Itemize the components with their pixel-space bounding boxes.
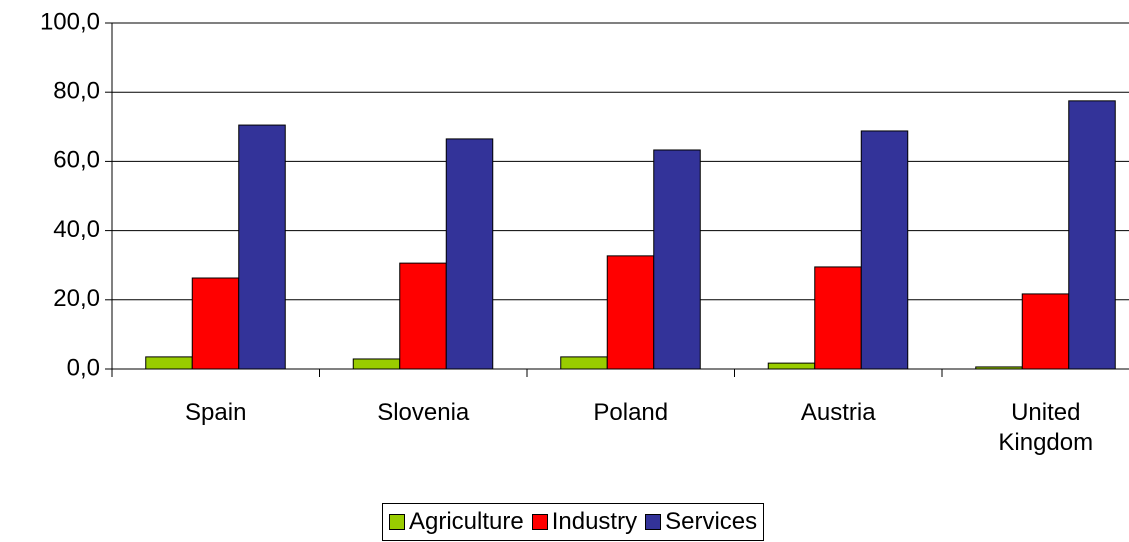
bar (606, 255, 655, 370)
y-tick-label: 20,0 (53, 285, 100, 312)
bar (767, 362, 816, 370)
x-tick-label: Spain (185, 399, 247, 426)
x-tick-label: Poland (593, 399, 669, 426)
bar (860, 130, 909, 370)
bar (352, 358, 401, 370)
bar (445, 138, 494, 370)
y-tick-label: 80,0 (53, 78, 100, 105)
y-tick-label: 100,0 (40, 8, 100, 35)
legend-item: Industry (531, 508, 638, 536)
legend-label: Agriculture (409, 508, 524, 535)
y-tick-label: 0,0 (67, 354, 100, 381)
legend-label: Industry (551, 508, 638, 535)
bar (1068, 100, 1116, 370)
bar (191, 277, 240, 370)
bar (145, 356, 193, 370)
legend: Agriculture Industry Services (382, 503, 765, 541)
legend-item: Services (645, 508, 757, 536)
x-tick-label: Slovenia (377, 399, 470, 426)
bar (399, 262, 447, 370)
y-tick-label: 60,0 (53, 147, 100, 174)
bar (238, 124, 286, 370)
bar (653, 149, 701, 370)
y-tick-label: 40,0 (53, 216, 100, 243)
x-tick-label: United Kingdom (998, 399, 1094, 456)
legend-label: Services (665, 508, 758, 535)
legend-swatch (531, 514, 548, 530)
bar (814, 266, 862, 370)
legend-swatch (389, 514, 405, 530)
legend-swatch (645, 514, 662, 530)
bar (560, 356, 608, 370)
bar (1021, 293, 1070, 370)
x-tick-label: Austria (800, 399, 876, 426)
legend-item: Agriculture (389, 508, 524, 536)
